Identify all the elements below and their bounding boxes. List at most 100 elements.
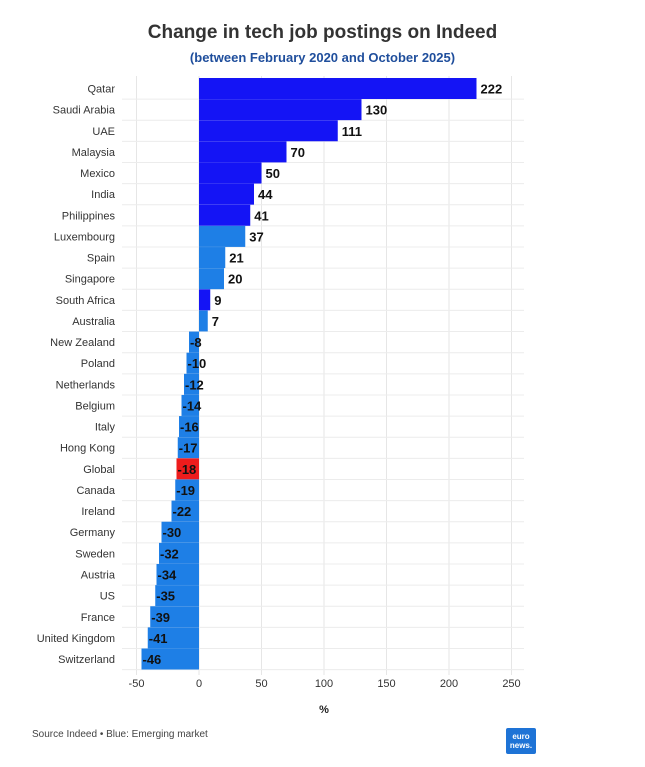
category-label: France — [81, 612, 115, 624]
category-label: Switzerland — [58, 654, 115, 666]
bar — [177, 437, 199, 459]
value-label: -22 — [173, 504, 192, 519]
value-label: 130 — [366, 103, 388, 118]
category-label: Poland — [81, 358, 115, 370]
value-label: -17 — [179, 441, 198, 456]
x-axis-label: % — [319, 704, 329, 716]
value-label: 37 — [249, 229, 263, 244]
bar — [199, 120, 338, 142]
x-axis-ticks: -50 0 50 100 150 200 250 — [129, 678, 521, 690]
bar — [159, 542, 199, 564]
value-label: -10 — [188, 356, 207, 371]
bar — [199, 141, 287, 163]
category-label: New Zealand — [50, 337, 115, 349]
category-label: Canada — [76, 485, 115, 497]
category-label: Australia — [72, 316, 116, 328]
bar — [175, 479, 199, 501]
value-label: 50 — [266, 166, 280, 181]
bar — [181, 394, 199, 416]
x-tick-label: 200 — [440, 678, 458, 690]
value-label: 20 — [228, 272, 242, 287]
bar — [199, 310, 208, 332]
category-label: India — [91, 189, 116, 201]
value-label: 7 — [212, 314, 219, 329]
bar — [186, 352, 199, 374]
bar — [199, 289, 211, 311]
bar — [199, 225, 246, 247]
x-tick-label: 100 — [315, 678, 333, 690]
category-label: Belgium — [75, 400, 115, 412]
bar — [199, 99, 362, 121]
value-label: -18 — [178, 462, 197, 477]
category-label: Germany — [70, 527, 116, 539]
value-label: -12 — [185, 377, 204, 392]
euronews-logo: euro news. — [506, 728, 536, 754]
category-label: Qatar — [87, 84, 115, 96]
bar — [171, 500, 199, 522]
bar — [199, 162, 262, 184]
source-note: Source Indeed • Blue: Emerging market — [32, 729, 208, 740]
category-label: UAE — [92, 126, 115, 138]
category-label: Singapore — [65, 274, 115, 286]
category-label: Italy — [95, 422, 116, 434]
value-label: 222 — [481, 82, 503, 97]
bar — [150, 606, 199, 628]
x-tick-label: -50 — [129, 678, 145, 690]
category-label: Philippines — [62, 210, 116, 222]
value-label: -19 — [176, 483, 195, 498]
x-tick-label: 250 — [502, 678, 520, 690]
chart-subtitle: (between February 2020 and October 2025) — [189, 50, 456, 65]
value-label: 70 — [291, 145, 305, 160]
value-label: 21 — [229, 251, 243, 266]
value-label: -14 — [183, 398, 203, 413]
chart-title: Change in tech job postings on Indeed — [147, 22, 498, 43]
x-tick-label: 0 — [196, 678, 202, 690]
category-label: US — [100, 591, 115, 603]
category-label: Global — [83, 464, 115, 476]
bar — [161, 521, 199, 543]
category-label: Hong Kong — [60, 443, 115, 455]
value-label: -32 — [160, 546, 179, 561]
category-label: United Kingdom — [37, 633, 115, 645]
category-label: Malaysia — [72, 147, 116, 159]
bar — [199, 78, 477, 99]
bar — [189, 331, 199, 353]
category-labels: Qatar Saudi Arabia UAE Malaysia Mexico India P… — [37, 84, 116, 667]
category-label: Austria — [81, 569, 116, 581]
bar — [156, 563, 199, 585]
category-label: Spain — [87, 253, 115, 265]
bar — [199, 183, 254, 205]
bar — [199, 268, 224, 290]
x-tick-label: 50 — [255, 678, 267, 690]
category-label: Sweden — [75, 548, 115, 560]
bar — [179, 416, 199, 438]
bar — [147, 627, 199, 649]
value-label: 111 — [342, 124, 362, 139]
value-label: -30 — [163, 525, 182, 540]
x-tick-label: 150 — [377, 678, 395, 690]
value-label: -16 — [180, 420, 199, 435]
bar — [199, 247, 226, 269]
value-labels: 222 130 111 70 50 44 41 37 21 20 9 7 -8 -10 -12 -14 -16 -… — [143, 82, 503, 668]
category-label: Ireland — [81, 506, 115, 518]
value-label: 44 — [258, 187, 273, 202]
value-label: -46 — [143, 652, 162, 667]
logo-line-1: euro — [512, 732, 530, 741]
bars — [141, 78, 477, 670]
value-label: -41 — [149, 631, 168, 646]
value-label: 41 — [254, 208, 268, 223]
category-label: Luxembourg — [54, 231, 115, 243]
bar — [176, 458, 199, 480]
logo-line-2: news. — [509, 741, 533, 750]
bar — [141, 648, 199, 670]
category-label: Netherlands — [56, 379, 116, 391]
bar — [155, 585, 199, 607]
category-label: South Africa — [56, 295, 116, 307]
value-label: 9 — [214, 293, 221, 308]
value-label: -39 — [151, 610, 170, 625]
category-label: Mexico — [80, 168, 115, 180]
bar — [184, 373, 199, 395]
value-label: -8 — [190, 335, 202, 350]
value-label: -35 — [156, 589, 175, 604]
